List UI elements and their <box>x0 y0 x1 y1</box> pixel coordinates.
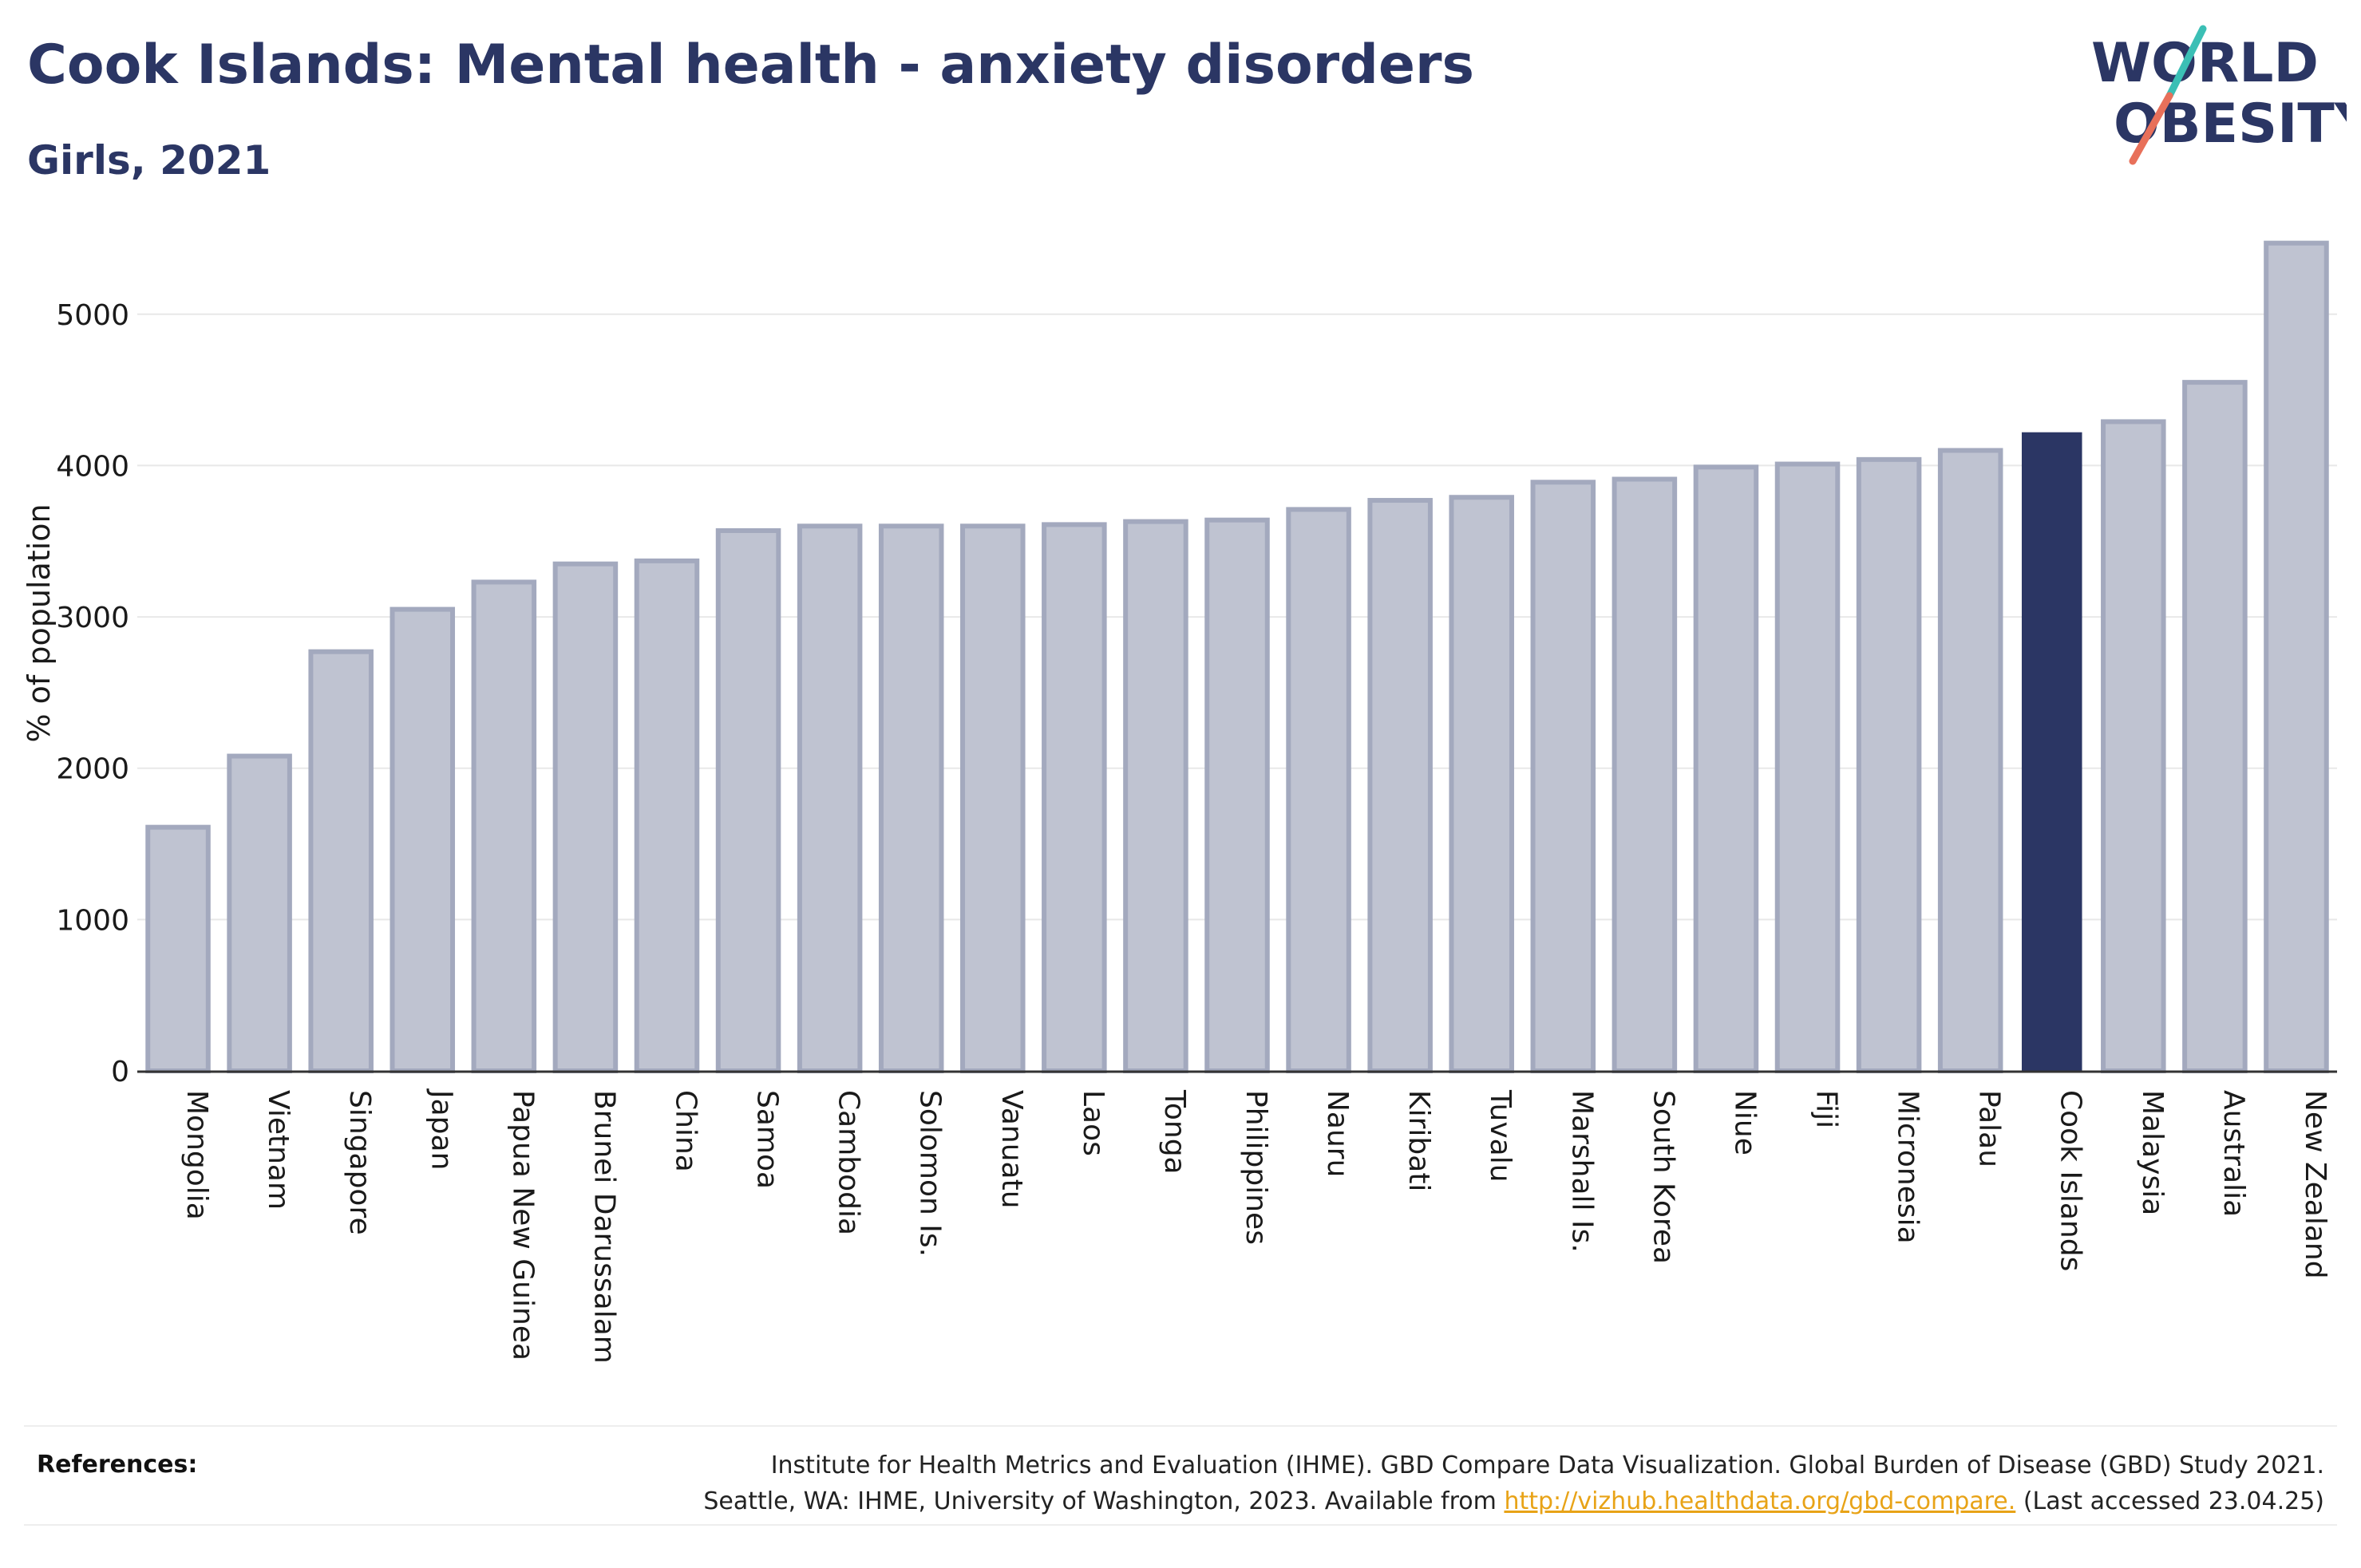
world-obesity-logo: WORLD OBESITY <box>2091 25 2347 165</box>
bar <box>1693 464 1759 1073</box>
y-tick-label: 1000 <box>56 904 129 937</box>
bar <box>1937 448 2003 1073</box>
x-tick-label: Kiribati <box>1402 1090 1435 1191</box>
x-tick-label: South Korea <box>1647 1090 1679 1264</box>
x-tick-label: Samoa <box>751 1090 784 1189</box>
x-tick-label: Laos <box>1077 1090 1109 1156</box>
bar <box>1042 522 1107 1073</box>
bar <box>1449 495 1514 1073</box>
references-bottom-divider <box>24 1524 2337 1526</box>
bar <box>552 561 619 1073</box>
x-tick-label: China <box>669 1090 702 1172</box>
chart-subtitle: Girls, 2021 <box>27 137 271 184</box>
bar <box>715 527 781 1073</box>
references-line1: Institute for Health Metrics and Evaluat… <box>770 1451 2324 1479</box>
x-tick-label: Brunei Darussalam <box>587 1090 620 1364</box>
logo-text-line1: WORLD <box>2091 32 2319 95</box>
y-tick-label: 3000 <box>56 602 129 634</box>
x-tick-label: Fiji <box>1810 1090 1843 1128</box>
y-tick-label: 0 <box>111 1056 129 1088</box>
chart-title: Cook Islands: Mental health - anxiety di… <box>27 34 1475 97</box>
bar <box>1530 480 1596 1073</box>
references-line2-before: Seattle, WA: IHME, University of Washing… <box>703 1487 1497 1515</box>
bar <box>634 558 700 1073</box>
bar <box>1774 461 1841 1073</box>
x-tick-label: Tuvalu <box>1484 1089 1517 1183</box>
y-axis-ticks: 0 1000 2000 3000 4000 5000 <box>56 299 129 1088</box>
x-tick-label: Niue <box>1728 1090 1761 1155</box>
x-tick-label: Cambodia <box>832 1090 865 1235</box>
bar <box>1856 456 1922 1073</box>
x-tick-label: New Zealand <box>2299 1090 2331 1279</box>
x-tick-label: Papua New Guinea <box>506 1090 539 1361</box>
bar <box>960 523 1026 1073</box>
y-tick-label: 5000 <box>56 299 129 332</box>
references-line2-after: (Last accessed 23.04.25) <box>2023 1487 2324 1515</box>
bar <box>308 649 374 1073</box>
x-tick-label: Philippines <box>1240 1090 1272 1245</box>
bar-chart: 0 1000 2000 3000 4000 5000 Mongolia Vietnam Sin… <box>22 240 2337 1364</box>
references-link[interactable]: http://vizhub.healthdata.org/gbd-compare… <box>1504 1487 2016 1515</box>
x-tick-label: Cook Islands <box>2055 1090 2087 1271</box>
bar <box>2264 240 2329 1073</box>
bars <box>145 240 2329 1074</box>
references-text: Institute for Health Metrics and Evaluat… <box>703 1448 2324 1519</box>
x-axis-ticks: Mongolia Vietnam Singapore Japan Papua New G… <box>180 1088 2331 1364</box>
bar <box>227 753 292 1073</box>
bar <box>1367 498 1433 1073</box>
references-top-divider <box>24 1425 2337 1427</box>
bar <box>2101 419 2166 1073</box>
logo-slash-top <box>2165 25 2207 100</box>
bar-highlighted <box>2021 432 2082 1071</box>
bar <box>2182 380 2248 1073</box>
x-tick-label: Mongolia <box>180 1090 213 1220</box>
y-tick-label: 2000 <box>56 753 129 786</box>
bar <box>471 579 537 1073</box>
bar <box>1123 519 1188 1073</box>
x-tick-label: Vanuatu <box>995 1090 1028 1209</box>
bar <box>390 606 456 1073</box>
x-tick-label: Singapore <box>343 1090 376 1235</box>
y-axis-label: % of population <box>22 504 57 742</box>
references-label: References: <box>37 1451 198 1479</box>
x-tick-label: Japan <box>425 1088 457 1170</box>
x-tick-label: Tonga <box>1158 1089 1191 1175</box>
x-tick-label: Vietnam <box>262 1090 295 1210</box>
x-tick-label: Solomon Is. <box>914 1090 947 1257</box>
bar <box>797 523 863 1073</box>
y-tick-label: 4000 <box>56 450 129 483</box>
bar <box>1204 517 1270 1073</box>
x-tick-label: Nauru <box>1321 1090 1354 1177</box>
x-tick-label: Malaysia <box>2136 1090 2169 1215</box>
bar <box>1612 476 1678 1073</box>
x-tick-label: Australia <box>2217 1090 2250 1217</box>
references-line2: Seattle, WA: IHME, University of Washing… <box>703 1483 2324 1519</box>
x-tick-label: Micronesia <box>1892 1090 1924 1244</box>
x-tick-label: Marshall Is. <box>1565 1090 1598 1253</box>
bar <box>145 824 211 1074</box>
bar <box>878 523 944 1073</box>
bar <box>1286 507 1351 1073</box>
x-tick-label: Palau <box>1973 1090 2006 1167</box>
logo-slash-bottom <box>2129 92 2173 165</box>
